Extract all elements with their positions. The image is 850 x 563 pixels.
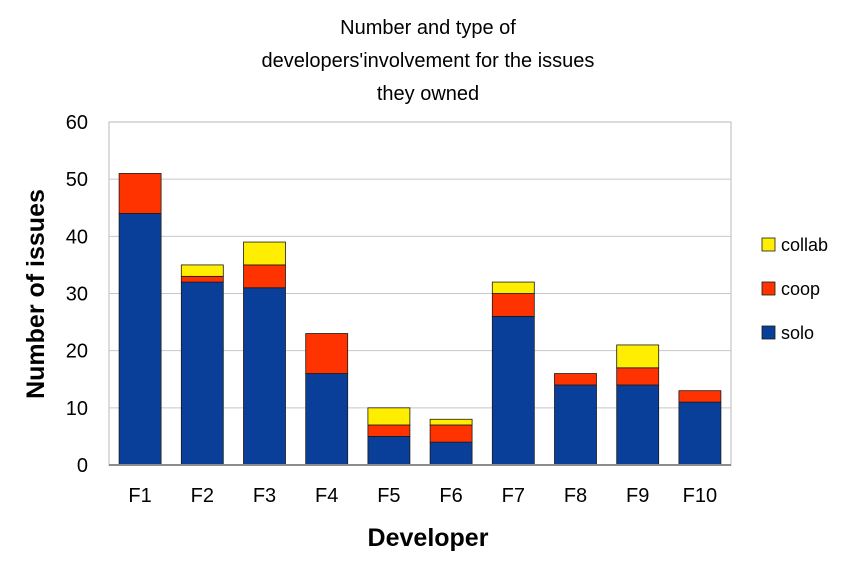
bar-segment-coop-F4 (305, 333, 349, 374)
y-tick-label: 40 (66, 226, 88, 248)
legend-swatch-coop (761, 281, 776, 296)
bar-segment-collab-F5 (367, 407, 411, 426)
x-tick-label: F8 (564, 485, 587, 507)
x-tick-label: F9 (626, 485, 649, 507)
chart-title-line-2: developers'involvement for the issues (262, 50, 595, 72)
bar-segment-collab-F9 (616, 344, 660, 369)
bar-segment-collab-F3 (243, 241, 286, 266)
bar-segment-collab-F7 (491, 281, 535, 294)
legend-label-solo: solo (781, 323, 814, 343)
bar-segment-solo-F2 (180, 281, 224, 466)
chart-title: Number and type of developers'involvemen… (262, 17, 595, 105)
bar-segment-coop-F2 (180, 275, 224, 283)
y-tick-label: 0 (77, 455, 88, 477)
bar-segment-solo-F7 (491, 315, 535, 466)
y-tick-label: 30 (66, 284, 88, 306)
x-tick-label: F2 (191, 485, 214, 507)
bar-segment-coop-F7 (491, 293, 535, 317)
x-tick-label: F7 (502, 485, 525, 507)
bar-segment-coop-F6 (429, 424, 473, 443)
bar-segment-coop-F9 (616, 367, 660, 386)
bar-segment-solo-F10 (678, 401, 722, 466)
y-tick-label: 50 (66, 169, 88, 191)
x-tick-label: F4 (315, 485, 338, 507)
bar-segment-solo-F4 (305, 373, 349, 466)
bar-segment-coop-F10 (678, 390, 722, 403)
y-tick-label: 20 (66, 341, 88, 363)
y-tick-label: 60 (66, 112, 88, 134)
bars (109, 173, 731, 466)
bar-segment-solo-F1 (118, 213, 162, 466)
chart-title-line-1: Number and type of (340, 17, 516, 39)
bar-segment-coop-F8 (554, 373, 597, 386)
y-tick-label: 10 (66, 398, 88, 420)
bar-segment-coop-F3 (243, 264, 286, 289)
x-tick-label: F3 (253, 485, 276, 507)
bar-segment-coop-F1 (118, 173, 162, 214)
x-tick-label: F10 (683, 485, 717, 507)
legend-label-coop: coop (781, 279, 820, 299)
bar-segment-collab-F6 (429, 418, 473, 426)
legend-swatch-solo (761, 325, 776, 340)
bar-segment-solo-F5 (367, 436, 411, 466)
y-axis-ticks: 0 10 20 30 40 50 60 (66, 112, 88, 477)
bar-segment-solo-F3 (243, 287, 286, 466)
legend-swatch-collab (761, 237, 776, 252)
chart-title-line-3: they owned (377, 83, 479, 105)
x-tick-label: F5 (377, 485, 400, 507)
bar-segment-collab-F2 (180, 264, 224, 277)
bar-segment-solo-F9 (616, 384, 660, 466)
x-tick-label: F6 (439, 485, 462, 507)
y-axis-label: Number of issues (22, 189, 50, 399)
bar-segment-solo-F8 (554, 384, 597, 466)
x-tick-label: F1 (128, 485, 151, 507)
legend: collab coop solo (761, 235, 828, 343)
bar-segment-solo-F6 (429, 441, 473, 466)
x-axis-ticks: F1 F2 F3 F4 F5 F6 F7 F8 F9 F10 (128, 485, 717, 507)
x-axis-label: Developer (368, 524, 489, 552)
legend-label-collab: collab (781, 235, 828, 255)
bar-segment-coop-F5 (367, 424, 411, 437)
